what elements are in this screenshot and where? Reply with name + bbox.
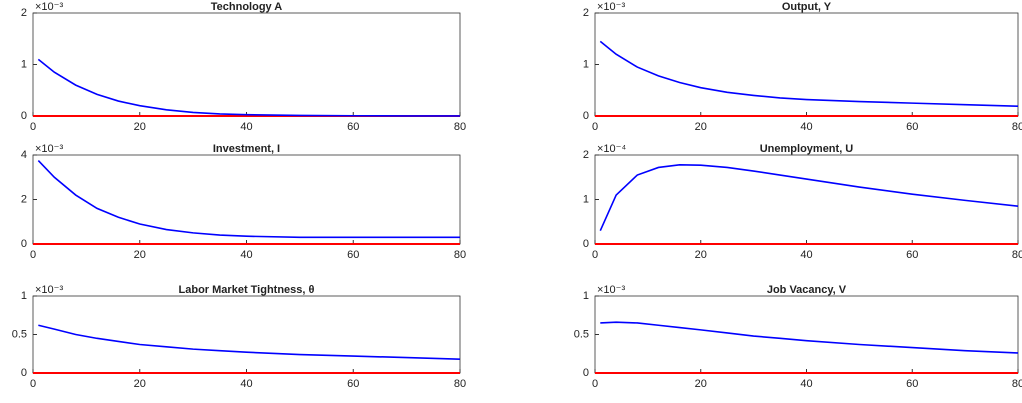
x-tick-label: 80 bbox=[1012, 249, 1022, 261]
y-tick-label: 4 bbox=[21, 149, 27, 161]
x-tick-label: 40 bbox=[800, 249, 812, 261]
x-tick-label: 60 bbox=[906, 121, 918, 133]
x-tick-label: 20 bbox=[134, 378, 146, 390]
exponent-label: ×10⁻³ bbox=[35, 1, 63, 13]
exponent-label: ×10⁻³ bbox=[597, 1, 625, 13]
x-tick-label: 80 bbox=[1012, 378, 1022, 390]
series-line bbox=[37, 58, 461, 117]
y-tick-label: 0 bbox=[583, 238, 589, 250]
x-tick-label: 20 bbox=[134, 121, 146, 133]
x-tick-label: 0 bbox=[30, 378, 36, 390]
y-tick-label: 0 bbox=[21, 238, 27, 250]
x-tick-label: 0 bbox=[30, 249, 36, 261]
y-tick-label: 0 bbox=[583, 367, 589, 379]
y-tick-label: 1 bbox=[21, 290, 27, 302]
x-tick-label: 0 bbox=[30, 121, 36, 133]
y-tick-label: 1 bbox=[583, 193, 589, 205]
series-line bbox=[600, 321, 1019, 354]
chart-title: Labor Market Tightness, θ bbox=[179, 284, 315, 296]
x-tick-label: 60 bbox=[347, 121, 359, 133]
x-tick-label: 20 bbox=[134, 249, 146, 261]
x-tick-label: 20 bbox=[695, 378, 707, 390]
x-tick-label: 0 bbox=[592, 121, 598, 133]
series-line bbox=[599, 40, 1019, 108]
exponent-label: ×10⁻⁴ bbox=[597, 143, 626, 155]
x-tick-label: 80 bbox=[1012, 121, 1022, 133]
y-tick-label: 2 bbox=[583, 149, 589, 161]
series-line bbox=[599, 163, 1019, 231]
x-tick-label: 0 bbox=[592, 378, 598, 390]
x-tick-label: 80 bbox=[454, 121, 466, 133]
y-tick-label: 2 bbox=[583, 7, 589, 19]
chart-title: Investment, I bbox=[213, 143, 280, 155]
x-tick-label: 40 bbox=[800, 378, 812, 390]
y-tick-label: 1 bbox=[21, 58, 27, 70]
axes-box bbox=[32, 154, 461, 245]
x-tick-label: 40 bbox=[240, 249, 252, 261]
axes-box bbox=[594, 12, 1019, 117]
chart-title: Technology A bbox=[211, 1, 283, 13]
series-line bbox=[37, 160, 460, 239]
y-tick-label: 0 bbox=[583, 110, 589, 122]
x-tick-label: 60 bbox=[906, 249, 918, 261]
x-tick-label: 40 bbox=[240, 378, 252, 390]
y-tick-label: 0 bbox=[21, 110, 27, 122]
exponent-label: ×10⁻³ bbox=[35, 284, 63, 296]
series-line bbox=[38, 324, 461, 360]
x-tick-label: 40 bbox=[240, 121, 252, 133]
x-tick-label: 80 bbox=[454, 249, 466, 261]
axes-box bbox=[32, 295, 461, 374]
exponent-label: ×10⁻³ bbox=[35, 143, 63, 155]
y-tick-label: 2 bbox=[21, 7, 27, 19]
axes-box bbox=[594, 295, 1019, 374]
y-tick-label: 0.5 bbox=[12, 328, 27, 340]
x-tick-label: 60 bbox=[906, 378, 918, 390]
y-tick-label: 0 bbox=[21, 367, 27, 379]
chart-title: Output, Y bbox=[782, 1, 832, 13]
exponent-label: ×10⁻³ bbox=[597, 284, 625, 296]
x-tick-label: 20 bbox=[695, 249, 707, 261]
axes-box bbox=[32, 12, 461, 117]
x-tick-label: 20 bbox=[695, 121, 707, 133]
y-tick-label: 1 bbox=[583, 58, 589, 70]
chart-title: Unemployment, U bbox=[760, 143, 854, 155]
x-tick-label: 80 bbox=[454, 378, 466, 390]
y-tick-label: 2 bbox=[21, 193, 27, 205]
x-tick-label: 0 bbox=[592, 249, 598, 261]
y-tick-label: 0.5 bbox=[574, 328, 589, 340]
chart-title: Job Vacancy, V bbox=[767, 284, 847, 296]
x-tick-label: 40 bbox=[800, 121, 812, 133]
x-tick-label: 60 bbox=[347, 249, 359, 261]
x-tick-label: 60 bbox=[347, 378, 359, 390]
y-tick-label: 1 bbox=[583, 290, 589, 302]
